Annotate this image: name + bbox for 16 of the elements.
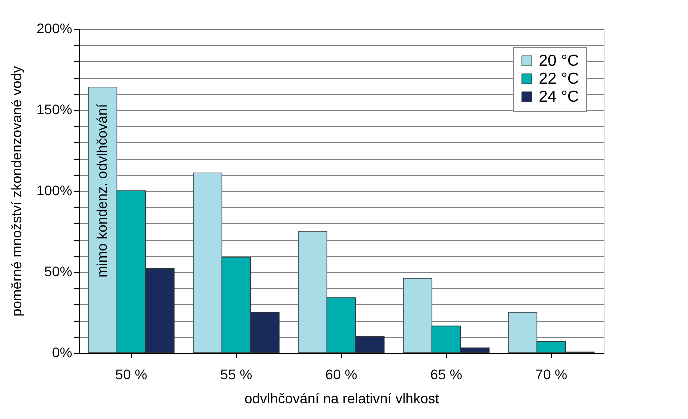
legend-label: 22 °C [539, 71, 580, 88]
x-axis-title: odvlhčování na relativní vlhkost [244, 390, 440, 406]
y-tick-label: 200% [36, 20, 72, 36]
y-tick-label: 50% [44, 264, 72, 280]
x-tick-label: 55 % [220, 366, 252, 382]
annotation: mimo kondenz. odvlhčování [94, 104, 110, 278]
x-tick-label: 60 % [326, 366, 358, 382]
y-tick-label: 0% [52, 344, 72, 360]
x-tick-label: 70 % [536, 366, 568, 382]
legend-label: 24 °C [539, 89, 580, 106]
x-tick-label: 50 % [116, 366, 148, 382]
y-tick-label: 100% [36, 182, 72, 198]
x-tick-label: 65 % [430, 366, 462, 382]
y-tick-label: 150% [36, 102, 72, 118]
legend-label: 20 °C [539, 53, 580, 70]
y-axis-title: poměrné množství zkondenzované vody [8, 66, 25, 317]
